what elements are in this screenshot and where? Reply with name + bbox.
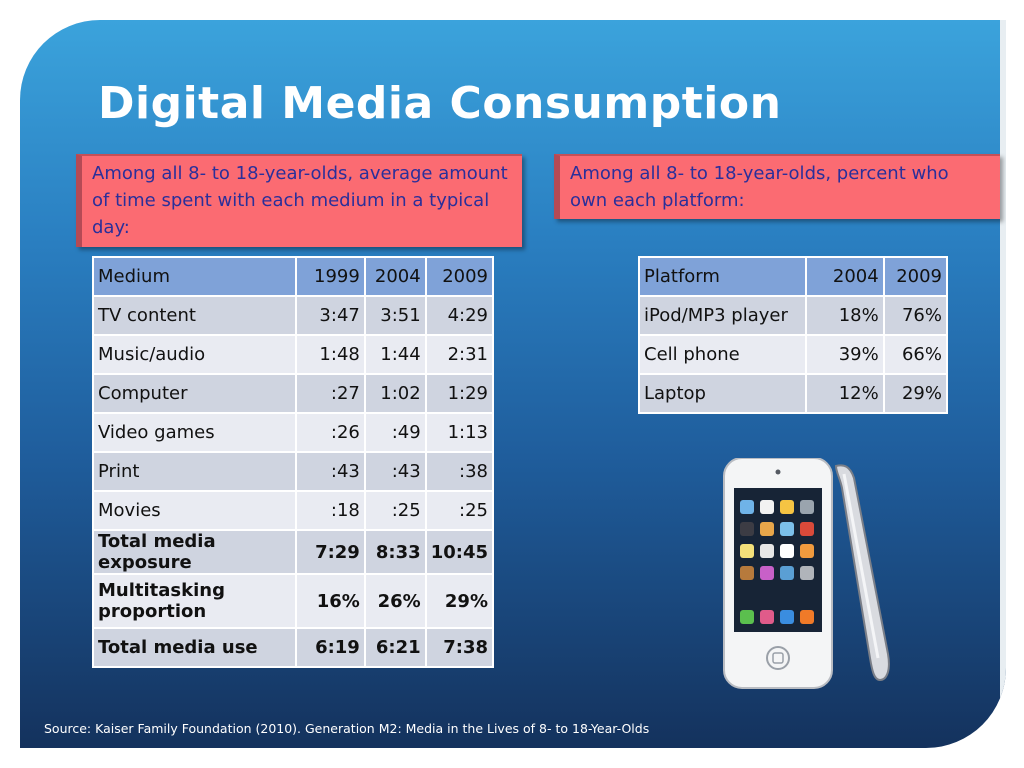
row-label: Movies: [92, 490, 297, 531]
row-label: Print: [92, 451, 297, 492]
table-cell: 18%: [804, 295, 885, 336]
table-cell: 76%: [882, 295, 949, 336]
slide-title: Digital Media Consumption: [98, 78, 782, 129]
slide-edge-highlight: [1000, 20, 1006, 748]
slide-background: Digital Media Consumption Among all 8- t…: [20, 20, 1006, 748]
ipod-touch-image: [723, 458, 890, 689]
table-cell: 29%: [882, 373, 949, 414]
header-cell: 2004: [363, 256, 427, 297]
table-row: iPod/MP3 player 18% 76%: [638, 295, 949, 336]
row-label: Laptop: [638, 373, 807, 414]
header-cell: 2009: [424, 256, 495, 297]
header-cell: Platform: [638, 256, 807, 297]
table-row: Print :43 :43 :38: [92, 451, 495, 492]
table-cell: 12%: [804, 373, 885, 414]
table-cell: :49: [363, 412, 427, 453]
table-cell: :26: [294, 412, 366, 453]
table-cell: :43: [363, 451, 427, 492]
table-row: TV content 3:47 3:51 4:29: [92, 295, 495, 336]
table-cell: 39%: [804, 334, 885, 375]
table-cell: :38: [424, 451, 495, 492]
table-cell: 6:21: [363, 627, 427, 668]
header-cell: 2004: [804, 256, 885, 297]
table-cell: :25: [363, 490, 427, 531]
table-row: Laptop 12% 29%: [638, 373, 949, 414]
row-label: TV content: [92, 295, 297, 336]
row-label: Computer: [92, 373, 297, 414]
table-cell: 6:19: [294, 627, 366, 668]
table-cell: 2:31: [424, 334, 495, 375]
table-row: Computer :27 1:02 1:29: [92, 373, 495, 414]
table-header-row: Medium 1999 2004 2009: [92, 256, 495, 297]
row-label: iPod/MP3 player: [638, 295, 807, 336]
table-cell: 1:48: [294, 334, 366, 375]
table-cell: 26%: [363, 573, 427, 629]
header-cell: 2009: [882, 256, 949, 297]
table-cell: 7:29: [294, 529, 366, 575]
table-cell: :27: [294, 373, 366, 414]
row-label: Multitasking proportion: [92, 573, 297, 629]
media-time-callout: Among all 8- to 18-year-olds, average am…: [76, 154, 522, 247]
header-cell: 1999: [294, 256, 366, 297]
table-row-total: Multitasking proportion 16% 26% 29%: [92, 573, 495, 629]
table-row-total: Total media exposure 7:29 8:33 10:45: [92, 529, 495, 575]
table-header-row: Platform 2004 2009: [638, 256, 949, 297]
table-cell: 1:02: [363, 373, 427, 414]
table-cell: :18: [294, 490, 366, 531]
table-cell: :25: [424, 490, 495, 531]
table-cell: 7:38: [424, 627, 495, 668]
table-cell: 8:33: [363, 529, 427, 575]
platform-ownership-table: Platform 2004 2009 iPod/MP3 player 18% 7…: [638, 256, 949, 414]
table-row: Movies :18 :25 :25: [92, 490, 495, 531]
table-cell: 4:29: [424, 295, 495, 336]
row-label: Total media exposure: [92, 529, 297, 575]
row-label: Music/audio: [92, 334, 297, 375]
table-cell: 1:44: [363, 334, 427, 375]
table-row: Cell phone 39% 66%: [638, 334, 949, 375]
source-citation: Source: Kaiser Family Foundation (2010).…: [44, 721, 650, 736]
row-label: Cell phone: [638, 334, 807, 375]
table-cell: 10:45: [424, 529, 495, 575]
header-cell: Medium: [92, 256, 297, 297]
table-row: Music/audio 1:48 1:44 2:31: [92, 334, 495, 375]
table-cell: 1:13: [424, 412, 495, 453]
row-label: Total media use: [92, 627, 297, 668]
table-cell: 29%: [424, 573, 495, 629]
row-label: Video games: [92, 412, 297, 453]
table-row-total: Total media use 6:19 6:21 7:38: [92, 627, 495, 668]
table-cell: 66%: [882, 334, 949, 375]
platform-ownership-callout: Among all 8- to 18-year-olds, percent wh…: [554, 154, 1000, 219]
table-row: Video games :26 :49 1:13: [92, 412, 495, 453]
table-cell: 1:29: [424, 373, 495, 414]
table-cell: 3:51: [363, 295, 427, 336]
media-time-table: Medium 1999 2004 2009 TV content 3:47 3:…: [92, 256, 495, 668]
table-cell: 3:47: [294, 295, 366, 336]
table-cell: 16%: [294, 573, 366, 629]
table-cell: :43: [294, 451, 366, 492]
